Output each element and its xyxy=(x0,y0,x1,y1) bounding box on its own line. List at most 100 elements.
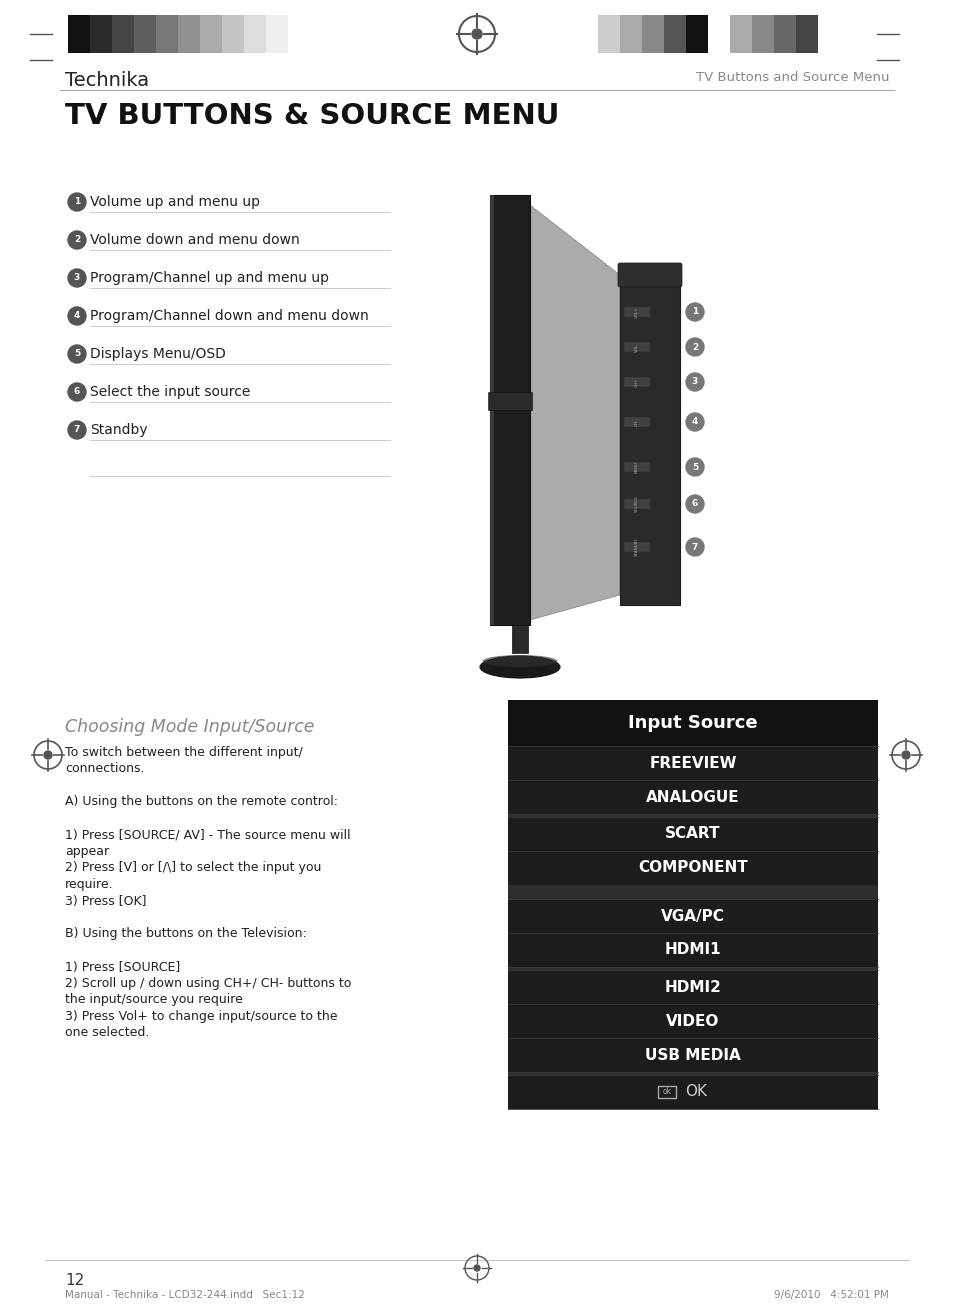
Bar xyxy=(663,14,685,54)
Polygon shape xyxy=(530,205,619,620)
Bar xyxy=(507,1071,877,1075)
Text: TV Buttons and Source Menu: TV Buttons and Source Menu xyxy=(696,70,889,84)
Text: VIDEO: VIDEO xyxy=(665,1014,719,1028)
Circle shape xyxy=(474,1265,479,1271)
Bar xyxy=(623,542,649,552)
Bar xyxy=(244,14,266,54)
Text: 3) Press Vol+ to change input/source to the: 3) Press Vol+ to change input/source to … xyxy=(65,1010,337,1023)
Bar xyxy=(773,14,795,54)
Circle shape xyxy=(685,303,703,321)
Text: VGA/PC: VGA/PC xyxy=(660,908,724,924)
Text: 1) Press [SOURCE]: 1) Press [SOURCE] xyxy=(65,960,180,974)
Circle shape xyxy=(685,373,703,392)
Circle shape xyxy=(68,231,86,249)
Bar xyxy=(619,265,679,606)
Text: 6: 6 xyxy=(691,500,698,509)
Text: To switch between the different input/: To switch between the different input/ xyxy=(65,746,302,760)
Bar xyxy=(490,194,530,625)
FancyBboxPatch shape xyxy=(618,264,681,287)
Text: Program/Channel down and menu down: Program/Channel down and menu down xyxy=(90,309,369,324)
Bar xyxy=(133,14,156,54)
Circle shape xyxy=(68,345,86,363)
Text: HDMI1: HDMI1 xyxy=(664,942,720,958)
Text: 7: 7 xyxy=(691,543,698,552)
Text: 4: 4 xyxy=(691,418,698,427)
Text: connections.: connections. xyxy=(65,762,144,775)
Text: Choosing Mode Input/Source: Choosing Mode Input/Source xyxy=(65,718,314,736)
Bar xyxy=(512,625,527,652)
Text: 1: 1 xyxy=(73,197,80,206)
Text: Volume up and menu up: Volume up and menu up xyxy=(90,194,260,209)
Text: Standby: Standby xyxy=(90,423,148,437)
Circle shape xyxy=(68,269,86,287)
Text: 6: 6 xyxy=(73,388,80,397)
Bar xyxy=(729,14,751,54)
Text: MENU: MENU xyxy=(635,461,639,472)
Text: Manual - Technika - LCD32-244.indd   Sec1:12: Manual - Technika - LCD32-244.indd Sec1:… xyxy=(65,1291,305,1300)
Text: one selected.: one selected. xyxy=(65,1027,150,1040)
Text: OK: OK xyxy=(684,1084,706,1100)
Text: 3: 3 xyxy=(73,274,80,282)
Bar xyxy=(507,967,877,970)
Bar xyxy=(266,14,288,54)
Bar xyxy=(623,342,649,352)
Text: 1: 1 xyxy=(691,308,698,317)
Text: STANDBY: STANDBY xyxy=(635,538,639,556)
Bar xyxy=(507,699,877,746)
Text: VOL-: VOL- xyxy=(635,342,639,352)
Text: 1) Press [SOURCE/ AV] - The source menu will: 1) Press [SOURCE/ AV] - The source menu … xyxy=(65,829,351,842)
Text: HDMI2: HDMI2 xyxy=(664,980,720,994)
Bar xyxy=(619,14,641,54)
Bar xyxy=(507,699,877,1109)
Circle shape xyxy=(685,538,703,556)
Bar xyxy=(598,14,619,54)
Text: 9/6/2010   4:52:01 PM: 9/6/2010 4:52:01 PM xyxy=(773,1291,888,1300)
Circle shape xyxy=(68,307,86,325)
Ellipse shape xyxy=(482,655,557,667)
Text: ok: ok xyxy=(661,1087,671,1096)
Text: VOL+: VOL+ xyxy=(635,307,639,318)
Text: 5: 5 xyxy=(73,350,80,359)
Text: CH-: CH- xyxy=(635,419,639,425)
Text: 2: 2 xyxy=(691,342,698,351)
Text: TV BUTTONS & SOURCE MENU: TV BUTTONS & SOURCE MENU xyxy=(65,102,558,130)
Text: COMPONENT: COMPONENT xyxy=(638,860,747,876)
Text: 12: 12 xyxy=(65,1272,84,1288)
Bar xyxy=(68,14,90,54)
Text: ANALOGUE: ANALOGUE xyxy=(645,790,739,804)
Bar xyxy=(658,1086,676,1098)
Bar xyxy=(507,814,877,817)
Text: CH+: CH+ xyxy=(635,377,639,386)
Text: A) Using the buttons on the remote control:: A) Using the buttons on the remote contr… xyxy=(65,796,337,809)
Text: 2) Press [V] or [/\] to select the input you: 2) Press [V] or [/\] to select the input… xyxy=(65,861,321,874)
Text: 4: 4 xyxy=(73,312,80,321)
Circle shape xyxy=(685,458,703,476)
Text: Volume down and menu down: Volume down and menu down xyxy=(90,234,299,247)
Bar xyxy=(623,462,649,472)
Bar xyxy=(623,418,649,427)
Text: FREEVIEW: FREEVIEW xyxy=(649,756,736,770)
Text: appear: appear xyxy=(65,846,109,857)
Text: 2: 2 xyxy=(73,235,80,244)
Text: 7: 7 xyxy=(73,425,80,435)
Bar xyxy=(623,377,649,388)
Bar xyxy=(795,14,817,54)
Bar xyxy=(156,14,178,54)
Text: require.: require. xyxy=(65,878,113,891)
Bar xyxy=(623,499,649,509)
Circle shape xyxy=(68,382,86,401)
Text: Select the input source: Select the input source xyxy=(90,385,250,399)
Circle shape xyxy=(68,193,86,211)
Text: SCART: SCART xyxy=(664,826,720,842)
Ellipse shape xyxy=(479,656,559,679)
Text: USB MEDIA: USB MEDIA xyxy=(644,1048,740,1062)
Bar xyxy=(751,14,773,54)
Bar xyxy=(685,14,707,54)
Text: Program/Channel up and menu up: Program/Channel up and menu up xyxy=(90,271,329,284)
Circle shape xyxy=(685,338,703,356)
Text: 3: 3 xyxy=(691,377,698,386)
Text: the input/source you require: the input/source you require xyxy=(65,993,243,1006)
Circle shape xyxy=(685,495,703,513)
Bar xyxy=(641,14,663,54)
Circle shape xyxy=(472,29,481,39)
